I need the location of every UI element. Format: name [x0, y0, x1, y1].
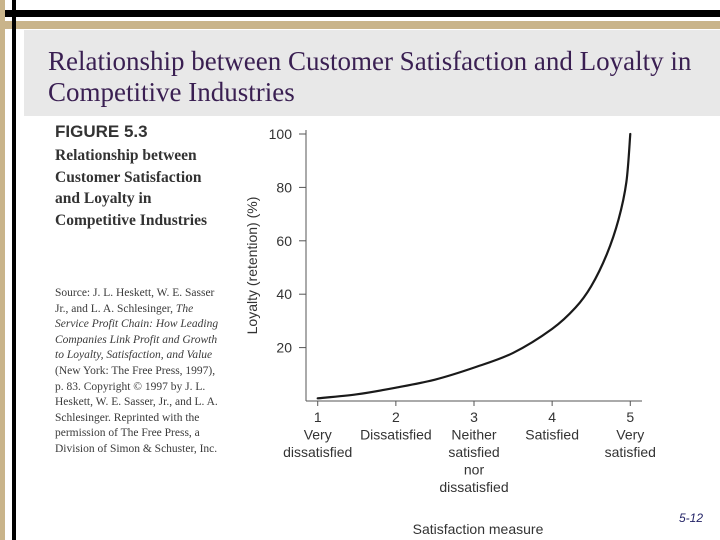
x-axis-label: Satisfaction measure [413, 521, 544, 537]
y-tick-label: 100 [269, 126, 293, 142]
x-tick-label-line: Very [616, 427, 644, 443]
x-tick-label-line: Dissatisfied [360, 427, 432, 443]
figure-source-part: Source: J. L. Heskett, W. E. Sasser Jr.,… [55, 287, 215, 315]
slide-number: 5-12 [679, 511, 704, 525]
left-border-dark [12, 0, 16, 540]
top-border-tan [0, 21, 720, 29]
x-tick-label-line: Neither [451, 427, 496, 443]
x-tick-label: 1 Very dissatisfied [283, 409, 352, 460]
y-tick-label: 20 [276, 340, 292, 356]
figure-caption: Relationship between Customer Satisfacti… [55, 147, 207, 229]
x-tick-label: 4 Satisfied [525, 409, 579, 443]
figure-source-part: (New York: The Free Press, 1997), p. 83.… [55, 364, 218, 455]
y-tick-label: 80 [276, 179, 292, 195]
figure-source-part: The Service Profit Chain: How Leading Co… [55, 302, 219, 362]
x-tick-label-line: 1 [314, 409, 322, 425]
title-band [24, 30, 720, 116]
x-tick-label-line: Satisfied [525, 427, 579, 443]
y-tick-label: 40 [276, 286, 292, 302]
y-axis-label: Loyalty (retention) (%) [244, 197, 260, 335]
y-tick-label: 60 [276, 233, 292, 249]
x-tick-label-line: dissatisfied [439, 479, 508, 495]
x-tick-label-line: 2 [392, 409, 400, 425]
slide-title: Relationship between Customer Satisfacti… [48, 46, 692, 107]
x-tick-label: 5 Very satisfied [605, 409, 656, 460]
x-tick-label: 3 Neither satisfied nor dissatisfied [439, 409, 508, 495]
x-tick-label-line: 5 [626, 409, 634, 425]
x-tick-label: 2 Dissatisfied [360, 409, 432, 443]
left-border-tan [0, 0, 5, 540]
x-tick-label-line: nor [464, 462, 485, 478]
x-tick-label-line: 4 [548, 409, 556, 425]
top-border-dark [0, 10, 720, 17]
x-tick-label-line: satisfied [605, 444, 656, 460]
x-tick-label-line: 3 [470, 409, 478, 425]
x-tick-label-line: Very [304, 427, 332, 443]
x-tick-label-line: satisfied [448, 444, 499, 460]
figure-source: Source: J. L. Heskett, W. E. Sasser Jr.,… [55, 286, 220, 458]
figure-label: FIGURE 5.3 [55, 122, 148, 141]
x-tick-label-line: dissatisfied [283, 444, 352, 460]
loyalty-curve [316, 132, 632, 400]
